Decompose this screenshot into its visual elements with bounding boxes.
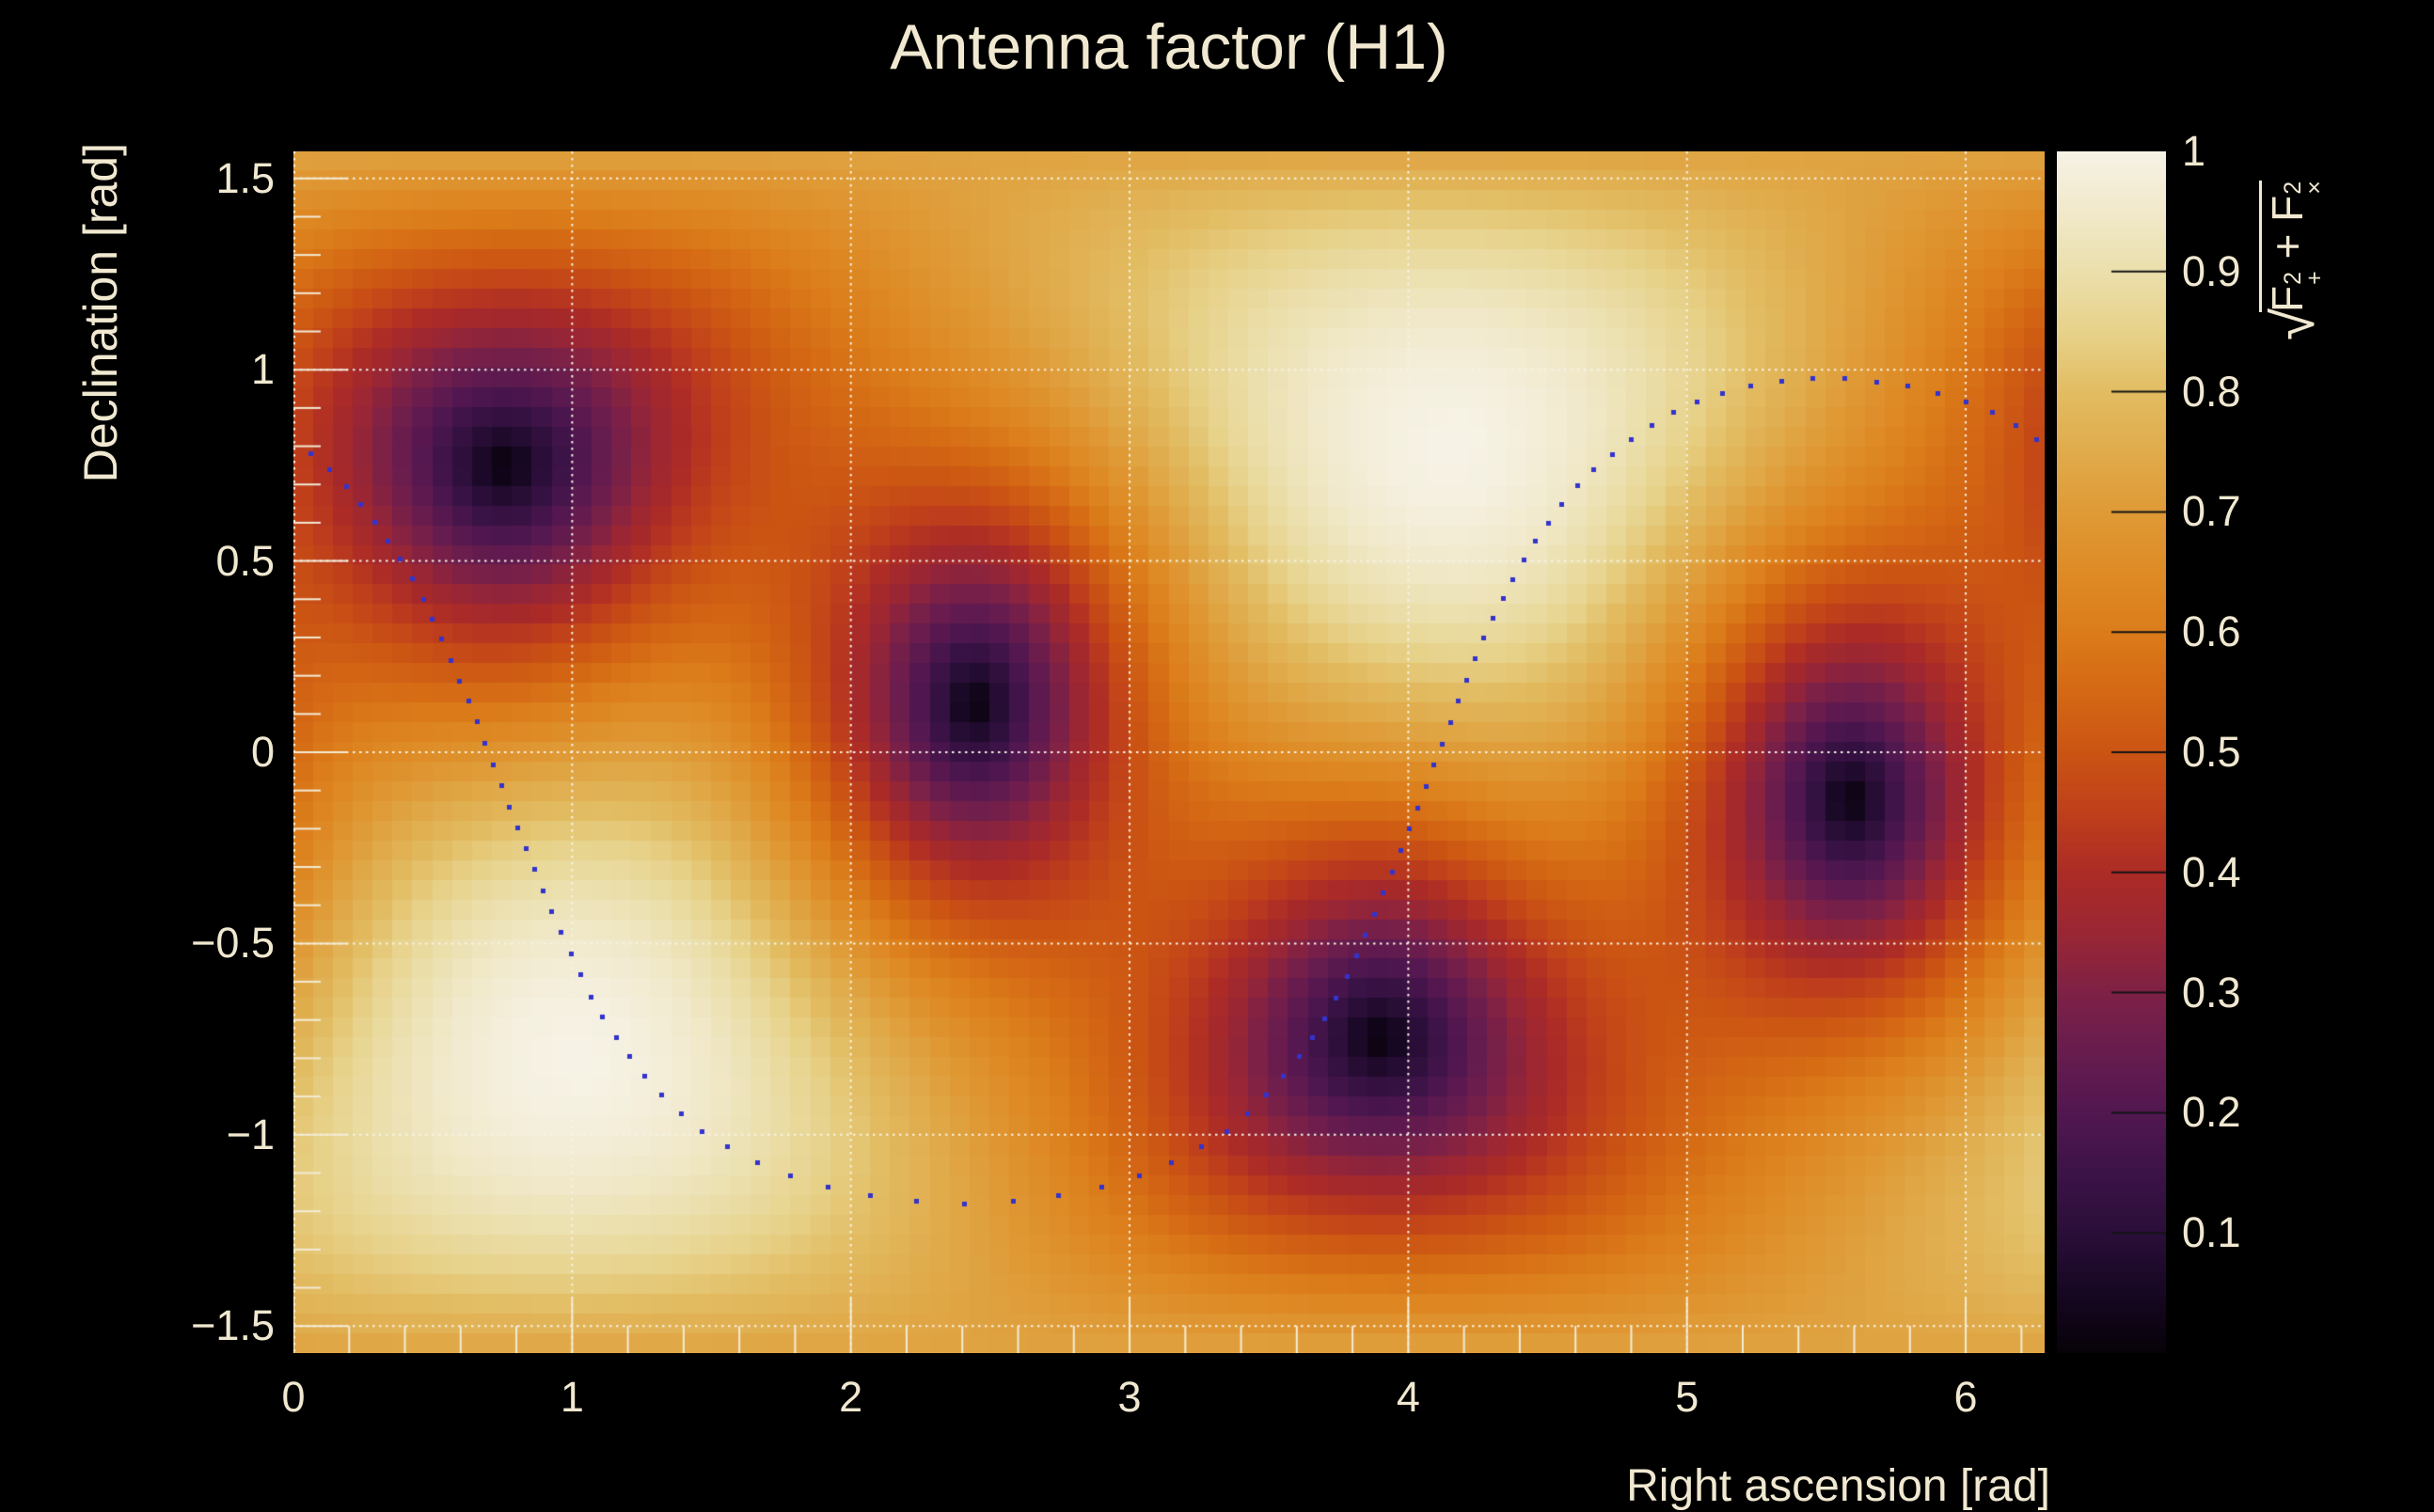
colorbar-tick-label-0.3: 0.3 <box>2182 968 2241 1016</box>
y-axis-title: Declination [rad] <box>74 143 127 483</box>
y-tick-label-−1: −1 <box>226 1110 275 1158</box>
sqrt-radical-glyph: √ <box>2262 311 2327 340</box>
y-tick-label-0: 0 <box>250 728 275 776</box>
colorbar-canvas <box>2057 151 2166 1353</box>
colorbar-tick-label-1: 1 <box>2182 127 2206 175</box>
x-tick-label-2: 2 <box>839 1373 863 1421</box>
colorbar-tick-label-0.5: 0.5 <box>2182 728 2241 776</box>
subscript-cross: × <box>2301 181 2328 195</box>
f-cross-scripts: 2 × <box>2280 181 2328 195</box>
x-tick-label-0: 0 <box>281 1373 306 1421</box>
x-axis-title: Right ascension [rad] <box>1626 1461 2050 1511</box>
heatmap-canvas <box>293 151 2045 1353</box>
plot-title: Antenna factor (H1) <box>890 11 1448 83</box>
f-plus-scripts: 2 + <box>2280 271 2328 285</box>
sqrt-radicand: F 2 + + F 2 × <box>2259 181 2328 312</box>
y-tick-label-1.5: 1.5 <box>215 153 275 202</box>
colorbar-tick-label-0.7: 0.7 <box>2182 487 2241 536</box>
f-cross-symbol: F <box>2263 195 2312 222</box>
subscript-plus: + <box>2301 271 2328 285</box>
x-tick-label-4: 4 <box>1396 1373 1420 1421</box>
colorbar-tick-label-0.4: 0.4 <box>2182 847 2241 896</box>
colorbar-tick-label-0.2: 0.2 <box>2182 1088 2241 1137</box>
x-tick-label-6: 6 <box>1953 1373 1978 1421</box>
x-tick-label-5: 5 <box>1675 1373 1699 1421</box>
colorbar-tick-label-0.6: 0.6 <box>2182 607 2241 656</box>
colorbar-tick-label-0.9: 0.9 <box>2182 246 2241 295</box>
colorbar-formula-label: √F 2 + + F 2 × <box>2259 143 2328 340</box>
plus-operator: + <box>2263 221 2312 272</box>
colorbar-tick-label-0.1: 0.1 <box>2182 1208 2241 1257</box>
colorbar-tick-label-0.8: 0.8 <box>2182 367 2241 416</box>
y-tick-label-0.5: 0.5 <box>215 536 275 585</box>
x-tick-label-3: 3 <box>1117 1373 1142 1421</box>
x-tick-label-1: 1 <box>560 1373 584 1421</box>
f-plus-symbol: F <box>2263 285 2312 312</box>
y-tick-label-−0.5: −0.5 <box>191 919 275 968</box>
y-tick-label-−1.5: −1.5 <box>191 1301 275 1350</box>
y-tick-label-1: 1 <box>250 345 275 394</box>
